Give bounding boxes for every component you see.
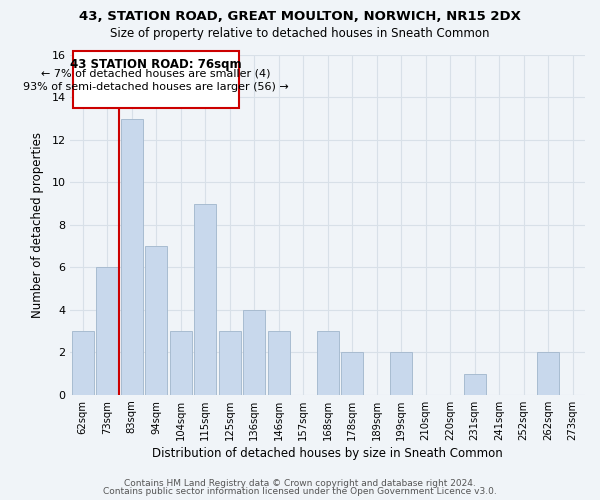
- Bar: [218, 331, 241, 395]
- Bar: [537, 352, 559, 395]
- Bar: [243, 310, 265, 395]
- Text: Size of property relative to detached houses in Sneath Common: Size of property relative to detached ho…: [110, 28, 490, 40]
- Bar: [317, 331, 339, 395]
- Bar: [341, 352, 363, 395]
- Bar: [268, 331, 290, 395]
- Bar: [96, 268, 118, 395]
- Text: ← 7% of detached houses are smaller (4): ← 7% of detached houses are smaller (4): [41, 68, 271, 78]
- Text: Contains HM Land Registry data © Crown copyright and database right 2024.: Contains HM Land Registry data © Crown c…: [124, 478, 476, 488]
- Text: 43 STATION ROAD: 76sqm: 43 STATION ROAD: 76sqm: [70, 58, 242, 71]
- Bar: [390, 352, 412, 395]
- Bar: [170, 331, 191, 395]
- Bar: [464, 374, 486, 395]
- Bar: [145, 246, 167, 395]
- Bar: [121, 118, 143, 395]
- Bar: [71, 331, 94, 395]
- FancyBboxPatch shape: [73, 50, 239, 108]
- Text: Contains public sector information licensed under the Open Government Licence v3: Contains public sector information licen…: [103, 487, 497, 496]
- Bar: [194, 204, 216, 395]
- X-axis label: Distribution of detached houses by size in Sneath Common: Distribution of detached houses by size …: [152, 447, 503, 460]
- Text: 93% of semi-detached houses are larger (56) →: 93% of semi-detached houses are larger (…: [23, 82, 289, 92]
- Text: 43, STATION ROAD, GREAT MOULTON, NORWICH, NR15 2DX: 43, STATION ROAD, GREAT MOULTON, NORWICH…: [79, 10, 521, 23]
- Y-axis label: Number of detached properties: Number of detached properties: [31, 132, 44, 318]
